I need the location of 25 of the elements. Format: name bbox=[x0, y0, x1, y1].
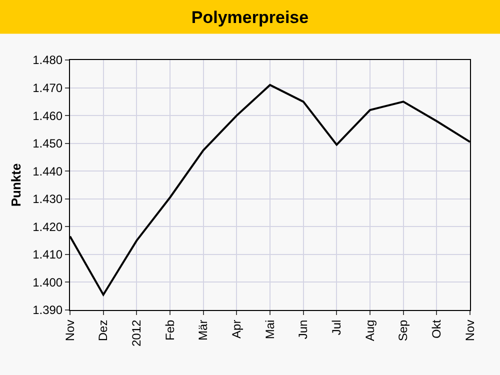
x-tick-label: Sep bbox=[396, 319, 410, 342]
x-tick-label: Aug bbox=[362, 320, 377, 342]
chart-title: Polymerpreise bbox=[191, 8, 309, 27]
y-tick-label: 1.430 bbox=[32, 192, 63, 206]
y-tick-label: 1.450 bbox=[32, 136, 63, 151]
x-tick-label: Mai bbox=[262, 320, 277, 340]
x-tick-label: Jul bbox=[330, 320, 344, 336]
y-tick-label: 1.420 bbox=[32, 220, 63, 234]
x-tick-label: Dez bbox=[96, 320, 110, 342]
y-axis-title: Punkte bbox=[8, 163, 24, 207]
x-tick-label: Feb bbox=[162, 319, 177, 340]
y-tick-label: 1.410 bbox=[32, 248, 63, 262]
y-tick-label: 1.390 bbox=[32, 303, 63, 318]
x-tick-label: Okt bbox=[430, 319, 444, 338]
x-tick-label: Mär bbox=[196, 320, 210, 340]
x-tick-label: Nov bbox=[462, 320, 477, 342]
y-tick-label: 1.400 bbox=[32, 275, 63, 290]
x-tick-label: Nov bbox=[62, 320, 77, 342]
y-tick-label: 1.440 bbox=[32, 164, 63, 178]
y-tick-label: 1.480 bbox=[32, 53, 63, 68]
x-tick-label: 2012 bbox=[130, 319, 144, 347]
y-tick-label: 1.470 bbox=[32, 80, 63, 95]
x-tick-label: Apr bbox=[230, 320, 244, 338]
y-tick-label: 1.460 bbox=[32, 108, 63, 123]
x-tick-label: Jun bbox=[296, 320, 310, 340]
